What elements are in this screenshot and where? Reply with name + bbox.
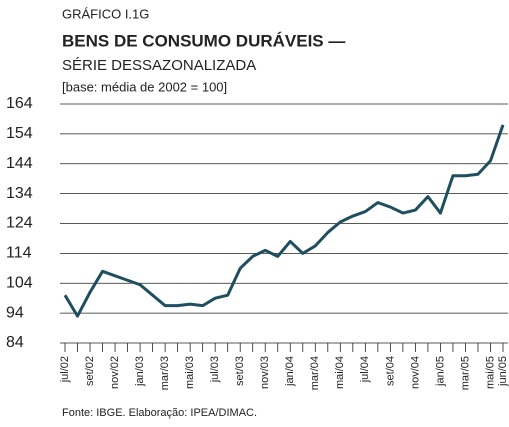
x-tick-label: jan/04 — [284, 356, 296, 387]
x-tick-label: mai/03 — [184, 356, 196, 389]
y-tick-label: 94 — [6, 304, 24, 321]
x-tick-label: mar/03 — [159, 356, 171, 390]
x-tick-label: set/04 — [384, 356, 396, 386]
x-tick-label: nov/03 — [259, 356, 271, 389]
y-tick-label: 124 — [6, 215, 33, 232]
y-tick-label: 114 — [6, 245, 32, 262]
y-tick-label: 164 — [6, 95, 33, 112]
x-tick-label: jul/02 — [59, 356, 71, 383]
y-tick-label: 144 — [6, 155, 33, 172]
y-tick-label: 84 — [6, 334, 24, 351]
chart-source: Fonte: IBGE. Elaboração: IPEA/DIMAC. — [62, 407, 257, 419]
chart-kicker: GRÁFICO I.1G — [62, 6, 149, 21]
y-tick-label: 134 — [6, 185, 33, 202]
x-tick-label: nov/02 — [109, 356, 121, 389]
x-tick-label: set/03 — [234, 356, 246, 386]
x-tick-label: nov/04 — [409, 356, 421, 389]
chart-title: BENS DE CONSUMO DURÁVEIS — — [62, 31, 345, 50]
x-tick-label: jan/03 — [134, 356, 146, 387]
chart-subtitle: SÉRIE DESSAZONALIZADA — [62, 57, 256, 74]
x-tick-label: mai/04 — [334, 356, 346, 389]
y-tick-label: 154 — [6, 125, 33, 142]
x-tick-label: mar/04 — [309, 356, 321, 390]
x-tick-label: mar/05 — [459, 356, 471, 390]
x-tick-label: jul/04 — [359, 356, 371, 383]
y-tick-label: 104 — [6, 274, 33, 291]
x-tick-label: jun/05 — [497, 356, 509, 387]
x-tick-label: jan/05 — [434, 356, 446, 387]
x-tick-label: jul/03 — [209, 356, 221, 383]
chart-note: [base: média de 2002 = 100] — [62, 79, 227, 94]
x-tick-label: mai/05 — [484, 356, 496, 389]
data-line — [63, 124, 505, 318]
x-tick-label: set/02 — [84, 356, 96, 386]
